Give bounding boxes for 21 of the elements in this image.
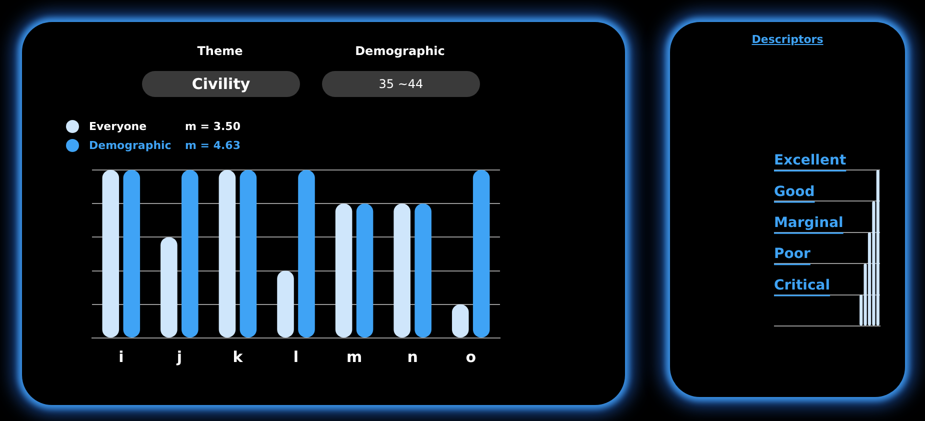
x-tick-label: m — [346, 348, 362, 366]
x-tick-label: o — [466, 348, 476, 366]
text: Demographic — [354, 44, 446, 58]
text: m = 3.50 — [185, 120, 240, 133]
x-tick-label: k — [232, 348, 244, 366]
text: Critical — [774, 277, 830, 294]
text: Theme — [196, 44, 244, 58]
text: 35 ~44 — [322, 71, 480, 97]
text: Good — [774, 184, 815, 200]
x-tick-label: j — [176, 348, 182, 366]
x-tick-label: l — [293, 348, 299, 366]
text: Civility — [142, 71, 300, 97]
text: Marginal — [774, 215, 844, 232]
chart-title: Descriptors — [750, 33, 824, 46]
x-tick-label: n — [407, 348, 418, 366]
text: Excellent — [774, 152, 846, 169]
legend-label: Demographic — [89, 139, 172, 152]
x-tick-label: i — [118, 348, 124, 366]
legend-label: Everyone — [89, 120, 148, 133]
text: m = 4.63 — [185, 139, 240, 152]
text: Poor — [774, 246, 810, 262]
